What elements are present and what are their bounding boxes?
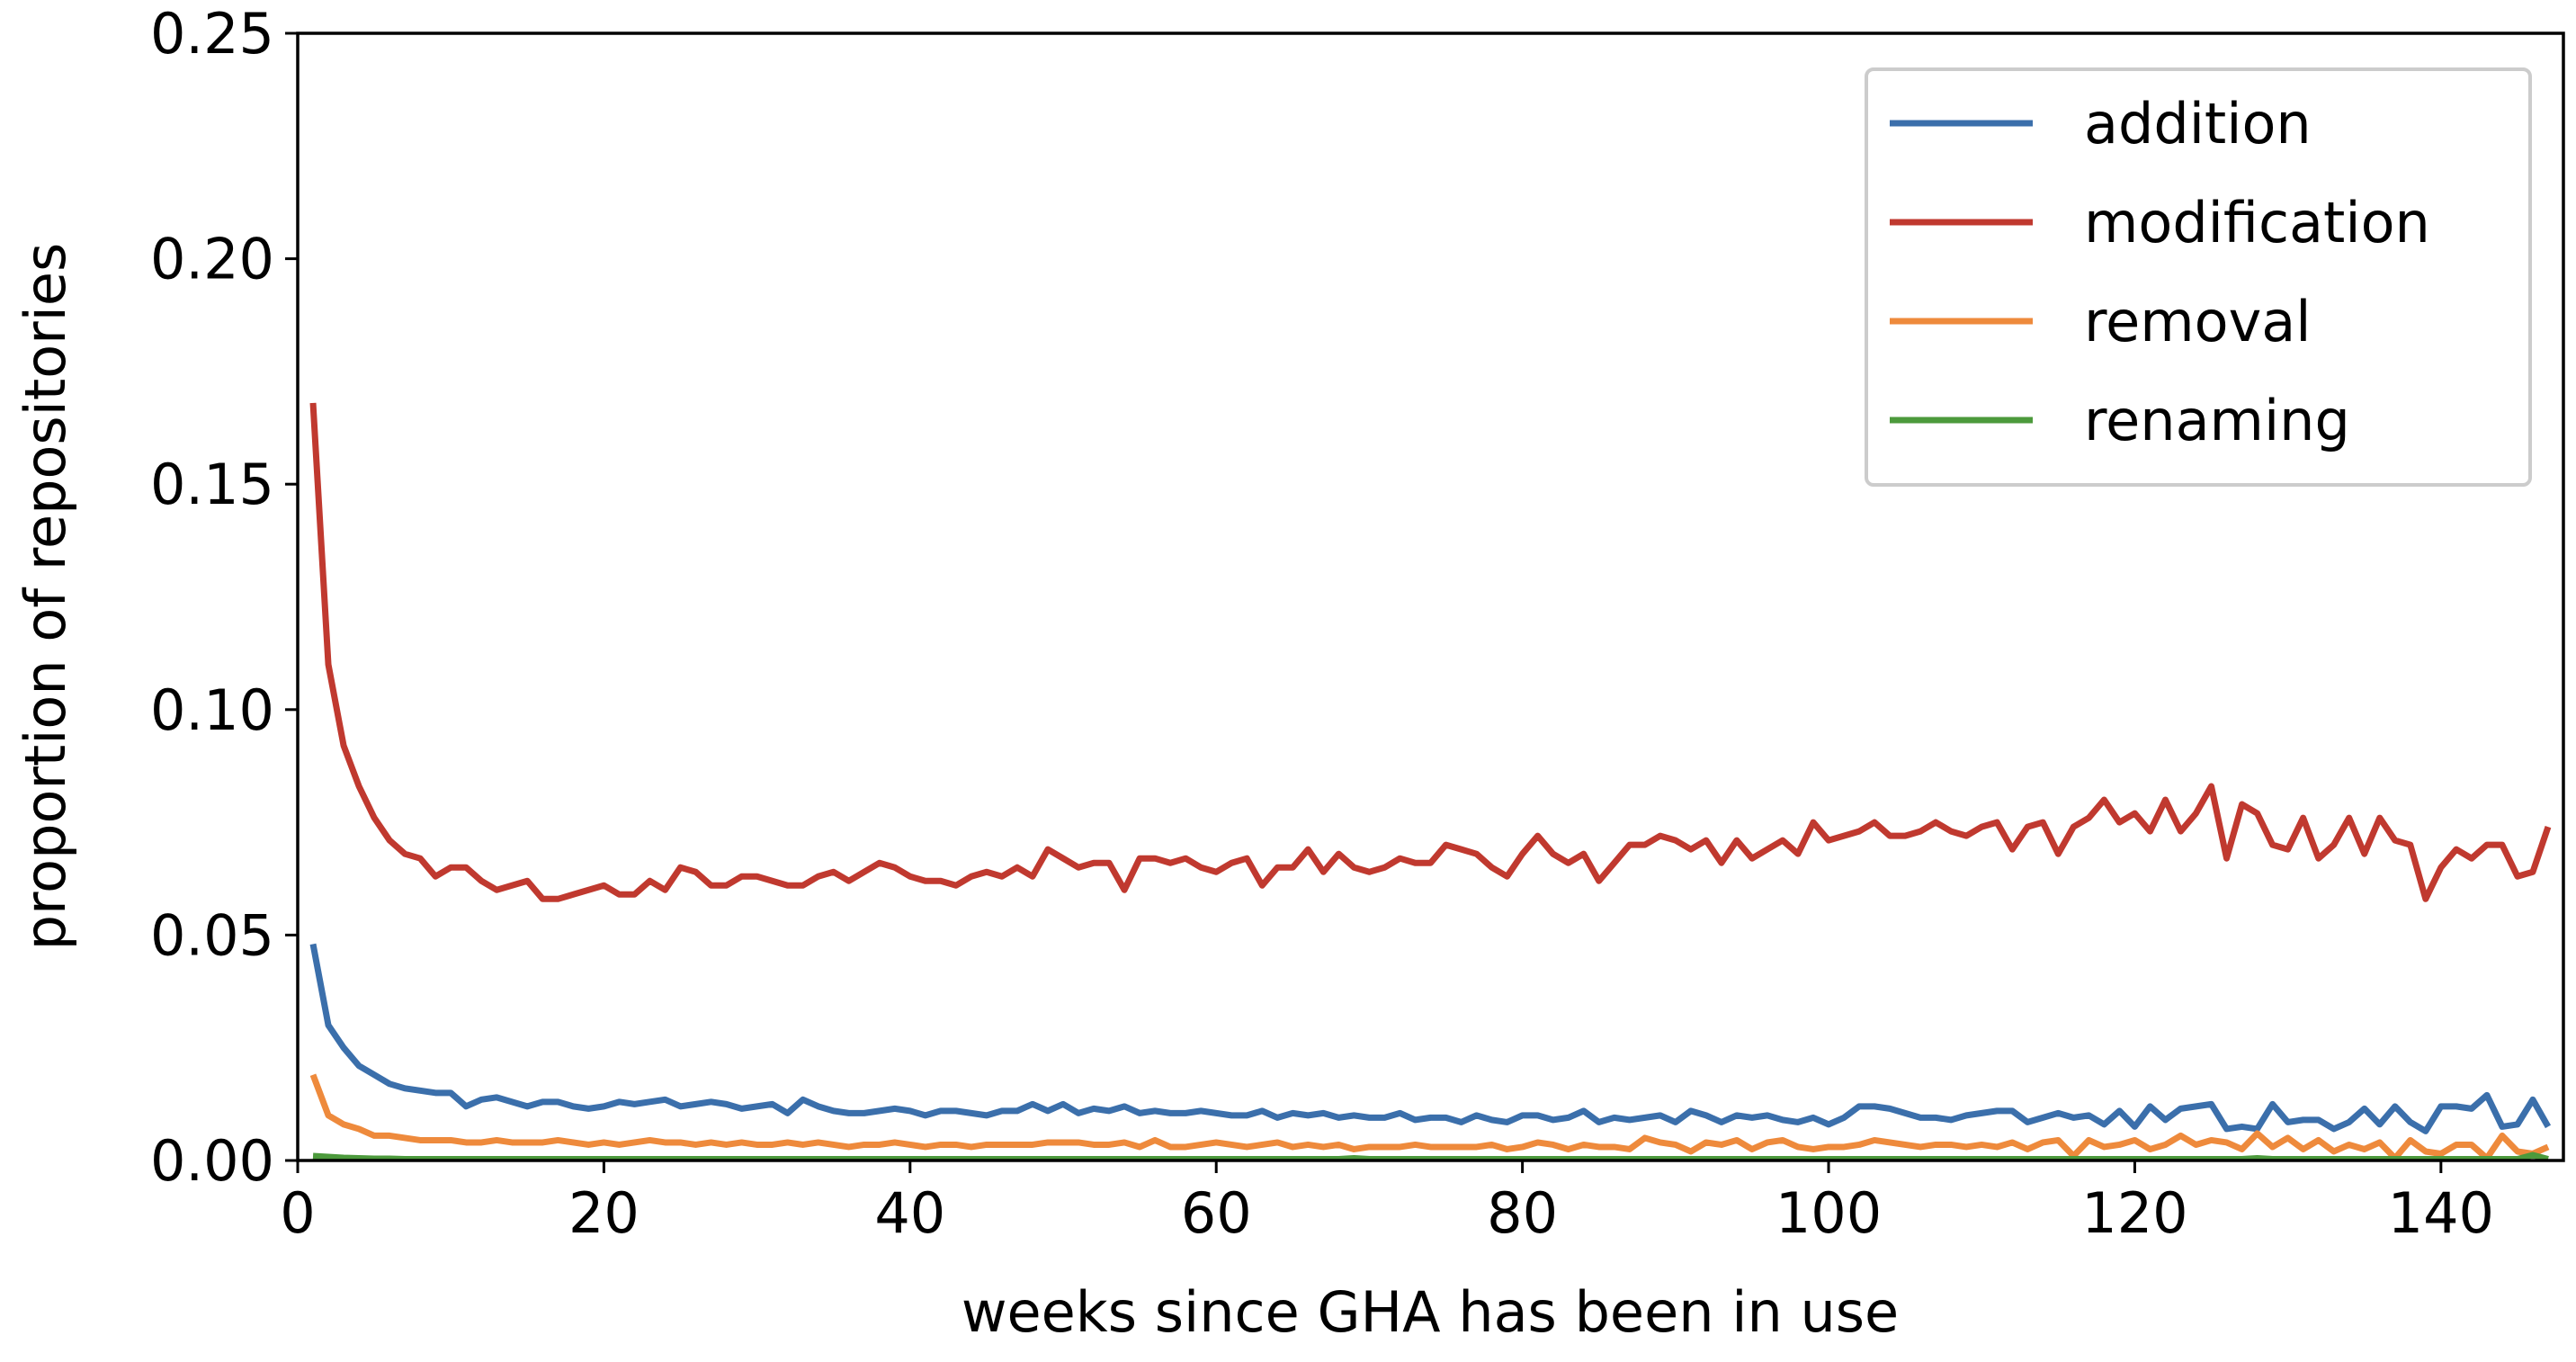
y-tick-label: 0.10: [150, 677, 274, 743]
legend-label: modification: [2084, 190, 2430, 255]
y-tick-label: 0.20: [150, 227, 274, 292]
x-tick-label: 120: [2081, 1180, 2187, 1246]
x-tick-label: 140: [2388, 1180, 2494, 1246]
x-tick-label: 80: [1487, 1180, 1558, 1246]
y-axis-label: proportion of repositories: [13, 243, 78, 951]
legend-label: renaming: [2084, 388, 2350, 453]
x-axis-label: weeks since GHA has been in use: [962, 1279, 1899, 1345]
y-tick-label: 0.25: [150, 1, 274, 67]
x-tick-label: 60: [1181, 1180, 1252, 1246]
y-tick-label: 0.05: [150, 902, 274, 968]
x-tick-label: 40: [874, 1180, 945, 1246]
x-tick-label: 100: [1775, 1180, 1882, 1246]
axes-frame: [296, 31, 2565, 1162]
legend-label: addition: [2084, 91, 2312, 157]
data-line: [309, 402, 2552, 902]
x-tick-label: 20: [568, 1180, 640, 1246]
y-tick-label: 0.00: [150, 1128, 274, 1194]
data-line: [309, 943, 2552, 1134]
x-tick-label: 0: [280, 1180, 315, 1246]
legend-label: removal: [2084, 289, 2312, 354]
y-tick-label: 0.15: [150, 452, 274, 517]
data-line: [312, 1151, 2549, 1160]
data-line: [309, 1073, 2550, 1160]
legend-box: [1865, 67, 2532, 487]
